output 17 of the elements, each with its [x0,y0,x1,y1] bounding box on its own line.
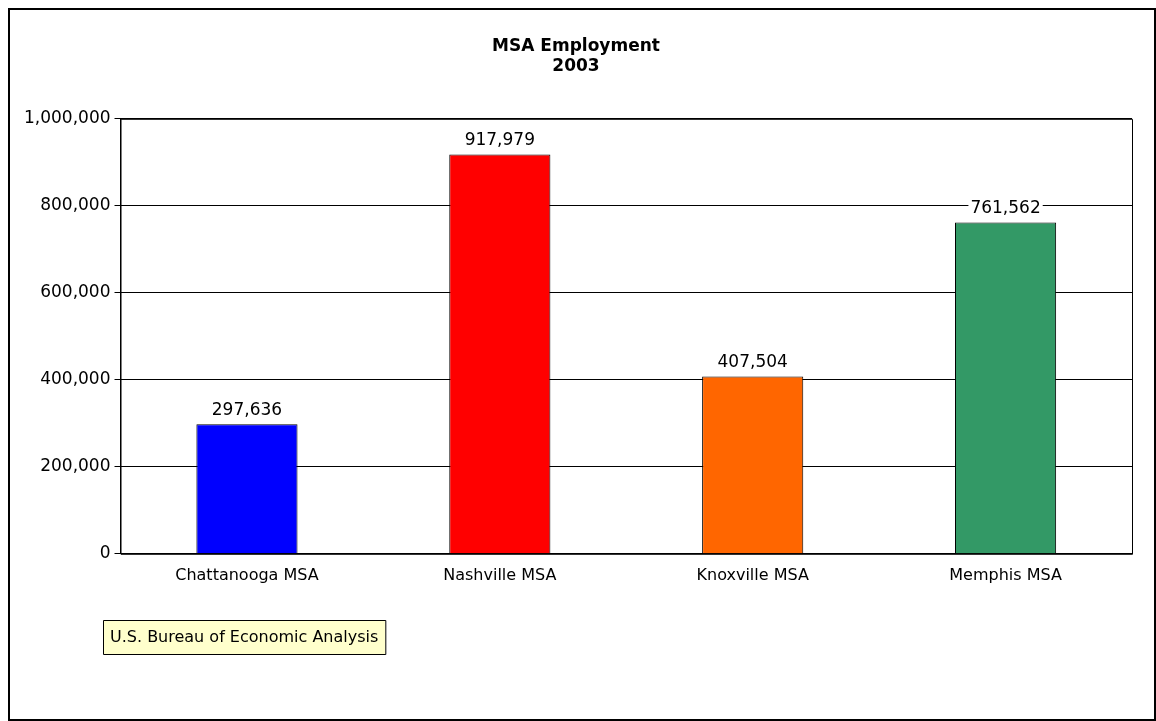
x-tick-label: Knoxville MSA [696,564,809,584]
text: U.S. Bureau of Economic Analysis [110,627,379,647]
y-tick-label: 200,000 [40,455,111,476]
x-tick-label: Memphis MSA [949,564,1062,584]
data-label: 297,636 [211,399,283,420]
data-label: 917,979 [464,129,535,150]
y-tick-label: 0 [99,542,111,563]
y-tick-label: 800,000 [40,194,111,215]
y-tick-label: 1,000,000 [23,107,111,128]
x-tick-label: Nashville MSA [443,564,557,584]
chart-title: MSA Employment [492,34,660,55]
y-tick-label: 400,000 [40,368,111,389]
chart-subtitle: 2003 [552,55,600,76]
y-tick-label: 600,000 [40,281,111,302]
data-label: 761,562 [970,197,1041,218]
data-label: 407,504 [717,351,788,372]
x-tick-label: Chattanooga MSA [175,564,319,584]
